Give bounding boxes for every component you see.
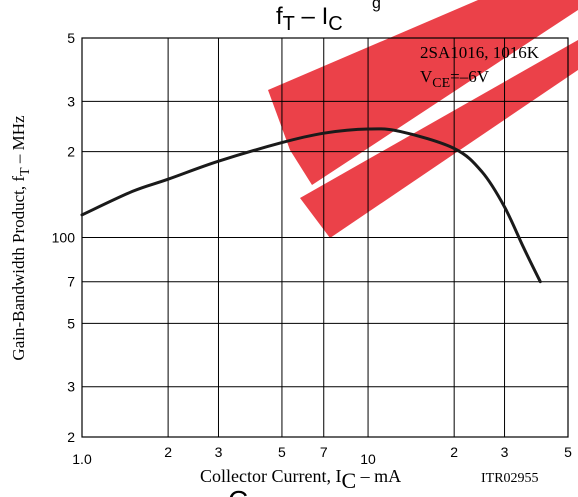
title-i-subscript: C: [328, 13, 342, 35]
title-f-subscript: T: [283, 13, 295, 35]
condition-label: VCE=–6V: [420, 67, 490, 91]
watermark-banner: [268, 0, 578, 238]
xlabel-subscript: C: [341, 468, 356, 493]
y-tick-label: 100: [52, 230, 76, 246]
title-top-fragment: g: [372, 0, 381, 12]
series-line: [80, 127, 542, 284]
x-tick-label: 3: [215, 444, 223, 460]
condition-subscript: CE: [432, 76, 450, 91]
bottom-cut-text: C: [228, 485, 248, 497]
x-axis-label: Collector Current, IC – mA: [200, 466, 401, 493]
y-axis-label: Gain-Bandwidth Product, fT – MHz: [9, 115, 33, 361]
x-tick-label: 2: [450, 444, 458, 460]
x-tick-label: 5: [564, 444, 572, 460]
watermark-stripe-lower: [300, 40, 578, 238]
y-tick-labels: 2 3 5 7 100 2 3 5: [52, 30, 76, 445]
grid: [82, 38, 568, 437]
x-tick-label: 10: [360, 451, 376, 467]
ylabel-main: Gain-Bandwidth Product, f: [9, 176, 28, 361]
y-tick-label: 2: [67, 144, 75, 160]
ylabel-end: – MHz: [9, 115, 28, 167]
x-tick-label: 7: [320, 444, 328, 460]
plot-frame: [81, 37, 569, 438]
title-dash-i: – I: [295, 3, 328, 30]
ylabel-subscript: T: [18, 167, 33, 176]
y-tick-label: 5: [67, 315, 75, 331]
figure-code: ITR02955: [481, 471, 539, 486]
x-tick-label: 3: [501, 444, 509, 460]
title-f: f: [276, 3, 283, 30]
y-tick-label: 3: [67, 93, 75, 109]
y-tick-label: 3: [67, 379, 75, 395]
x-tick-label: 1.0: [72, 451, 92, 467]
y-tick-label: 7: [67, 274, 75, 290]
chart-title: fT – IC: [276, 3, 343, 35]
y-tick-label: 5: [67, 30, 75, 46]
watermark-stripe: [268, 0, 578, 185]
xlabel-end: – mA: [356, 466, 401, 486]
x-tick-labels: 1.0 2 3 5 7 10 2 3 5: [72, 444, 572, 467]
x-tick-label: 5: [278, 444, 286, 460]
part-number-label: 2SA1016, 1016K: [420, 43, 540, 62]
y-tick-label: 2: [67, 429, 75, 445]
x-tick-label: 2: [164, 444, 172, 460]
condition-value: =–6V: [450, 67, 490, 86]
condition-v: V: [420, 67, 433, 86]
xlabel-main: Collector Current, I: [200, 466, 341, 486]
